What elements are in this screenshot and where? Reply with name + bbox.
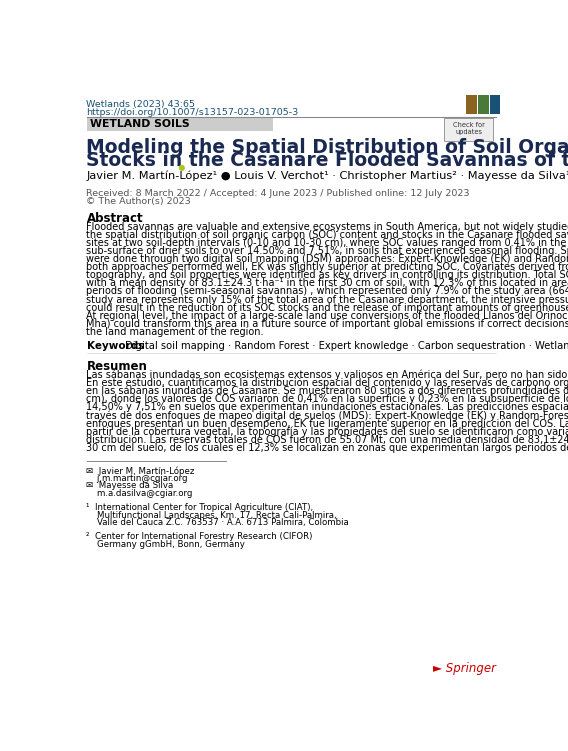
Text: partir de la cobertura vegetal, la topografía y las propiedades del suelo se ide: partir de la cobertura vegetal, la topog…: [86, 427, 568, 437]
Text: Resumen: Resumen: [86, 360, 147, 372]
Text: j.m.martin@cgiar.org: j.m.martin@cgiar.org: [86, 474, 188, 483]
Bar: [490, 95, 500, 114]
Bar: [478, 95, 488, 114]
Text: sites at two soil-depth intervals (0-10 and 10-30 cm), where SOC values ranged f: sites at two soil-depth intervals (0-10 …: [86, 238, 568, 248]
Text: WETLAND SOILS: WETLAND SOILS: [90, 119, 189, 128]
Text: Received: 8 March 2022 / Accepted: 4 June 2023 / Published online: 12 July 2023: Received: 8 March 2022 / Accepted: 4 Jun…: [86, 189, 470, 198]
Text: ¹  International Center for Tropical Agriculture (CIAT),: ¹ International Center for Tropical Agri…: [86, 503, 314, 512]
Text: Digital soil mapping · Random Forest · Expert knowledge · Carbon sequestration ·: Digital soil mapping · Random Forest · E…: [126, 341, 568, 351]
Bar: [466, 95, 477, 114]
Text: Germany gGmbH, Bonn, Germany: Germany gGmbH, Bonn, Germany: [86, 540, 245, 549]
Text: Stocks in the Casanare Flooded Savannas of the Colombian Llanos: Stocks in the Casanare Flooded Savannas …: [86, 151, 568, 170]
Text: Abstract: Abstract: [86, 212, 143, 225]
Text: Javier M. Martín-López¹ ● Louis V. Verchot¹ · Christopher Martius² · Mayesse da : Javier M. Martín-López¹ ● Louis V. Verch…: [86, 171, 568, 182]
Text: Modeling the Spatial Distribution of Soil Organic Carbon and Carbon: Modeling the Spatial Distribution of Soi…: [86, 138, 568, 157]
FancyBboxPatch shape: [444, 118, 494, 141]
Text: the land management of the region.: the land management of the region.: [86, 327, 264, 337]
Text: both approaches performed well, EK was slightly superior at predicting SOC. Cova: both approaches performed well, EK was s…: [86, 262, 568, 272]
Text: Flooded savannas are valuable and extensive ecosystems in South America, but not: Flooded savannas are valuable and extens…: [86, 222, 568, 232]
Text: 14,50% y 7,51% en suelos que experimentan inundaciones estacionales. Las predicc: 14,50% y 7,51% en suelos que experimenta…: [86, 402, 568, 412]
Text: ²  Center for International Forestry Research (CIFOR): ² Center for International Forestry Rese…: [86, 532, 313, 541]
Text: m.a.dasilva@cgiar.org: m.a.dasilva@cgiar.org: [86, 489, 193, 498]
Text: sub-surface of drier soils to over 14.50% and 7.51%, in soils that experienced s: sub-surface of drier soils to over 14.50…: [86, 246, 568, 256]
Text: ✉  Mayesse da Silva: ✉ Mayesse da Silva: [86, 481, 174, 490]
Text: with a mean density of 83.1±24.3 t·ha⁻¹ in the first 30 cm of soil, with 12.3% o: with a mean density of 83.1±24.3 t·ha⁻¹ …: [86, 279, 568, 288]
Text: Wetlands (2023) 43:65: Wetlands (2023) 43:65: [86, 100, 195, 109]
Text: the spatial distribution of soil organic carbon (SOC) content and stocks in the : the spatial distribution of soil organic…: [86, 230, 568, 240]
Text: cm), donde los valores de COS variaron de 0,41% en la superficie y 0,23% en la s: cm), donde los valores de COS variaron d…: [86, 394, 568, 404]
Text: 30 cm del suelo, de los cuales el 12,3% se localizan en zonas que experimentan l: 30 cm del suelo, de los cuales el 12,3% …: [86, 442, 568, 453]
Circle shape: [179, 164, 185, 171]
Text: Valle del Cauca Z.C. 763537 · A.A. 6713 Palmira, Colombia: Valle del Cauca Z.C. 763537 · A.A. 6713 …: [86, 518, 349, 527]
Text: Multifunctional Landscapes, Km. 17, Recta Cali-Palmira,: Multifunctional Landscapes, Km. 17, Rect…: [86, 511, 337, 520]
Text: en las sábanas inundadas de Casanare. Se muestrearon 80 sitios a dos diferentes : en las sábanas inundadas de Casanare. Se…: [86, 386, 568, 397]
Text: could result in the reduction of its SOC stocks and the release of important amo: could result in the reduction of its SOC…: [86, 303, 568, 312]
Text: topography, and soil properties were identified as key drivers in controlling it: topography, and soil properties were ide…: [86, 270, 568, 280]
Text: Check for
updates: Check for updates: [453, 122, 485, 135]
Text: periods of flooding (semi-seasonal savannas) , which represented only 7.9% of th: periods of flooding (semi-seasonal savan…: [86, 286, 568, 297]
Bar: [86, 118, 273, 131]
Text: Mha) could transform this area in a future source of important global emissions : Mha) could transform this area in a futu…: [86, 319, 568, 329]
Text: were done through two digital soil mapping (DSM) approaches: Expert-Knowledge (E: were done through two digital soil mappi…: [86, 254, 568, 264]
Text: través de dos enfoques de mapeo digital de suelos (MDS): Expert-Knowledge (EK) y: través de dos enfoques de mapeo digital …: [86, 410, 568, 421]
Text: At regional level, the impact of a large-scale land use conversions of the flood: At regional level, the impact of a large…: [86, 311, 568, 321]
Text: distribución. Las reservas totales de COS fueron de 55.07 Mt, con una media dens: distribución. Las reservas totales de CO…: [86, 434, 568, 445]
Text: enfoques presentan un buen desempeño, EK fue ligeramente superior en la predicci: enfoques presentan un buen desempeño, EK…: [86, 418, 568, 429]
Text: En este estudio, cuantificamos la distribución espacial del contenido y las rese: En este estudio, cuantificamos la distri…: [86, 378, 568, 388]
Text: study area represents only 15% of the total area of the Casanare department, the: study area represents only 15% of the to…: [86, 294, 568, 305]
Text: © The Author(s) 2023: © The Author(s) 2023: [86, 198, 191, 207]
Text: Las sábanas inundadas son ecosistemas extensos y valiosos en América del Sur, pe: Las sábanas inundadas son ecosistemas ex…: [86, 369, 568, 380]
Text: Keywords: Keywords: [86, 341, 144, 351]
Text: ► Springer: ► Springer: [433, 662, 496, 675]
Text: https://doi.org/10.1007/s13157-023-01705-3: https://doi.org/10.1007/s13157-023-01705…: [86, 108, 299, 117]
Text: ✉  Javier M. Martín-López: ✉ Javier M. Martín-López: [86, 466, 195, 476]
